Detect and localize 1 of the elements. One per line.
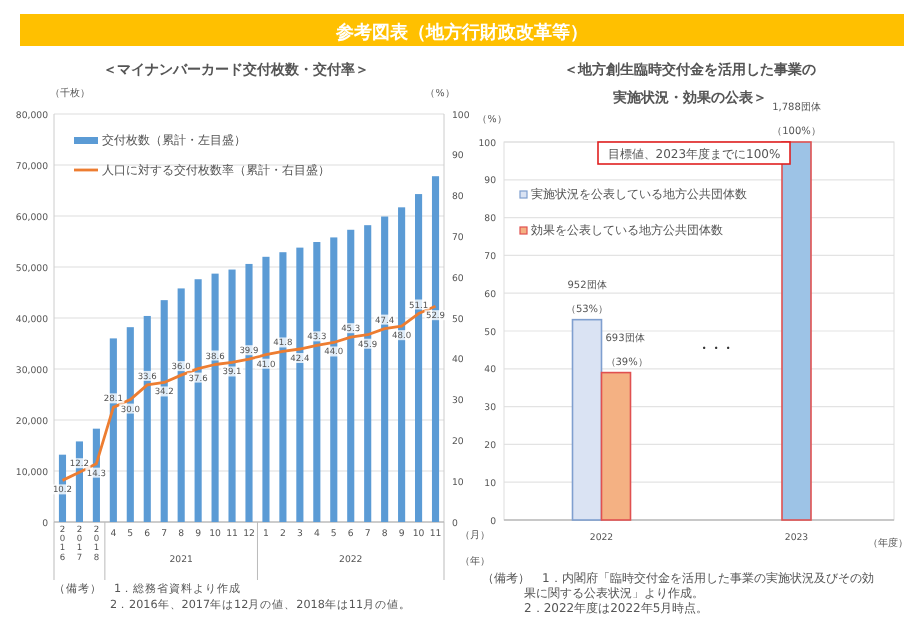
text: 参考図表（地方行財政改革等） bbox=[334, 22, 588, 44]
